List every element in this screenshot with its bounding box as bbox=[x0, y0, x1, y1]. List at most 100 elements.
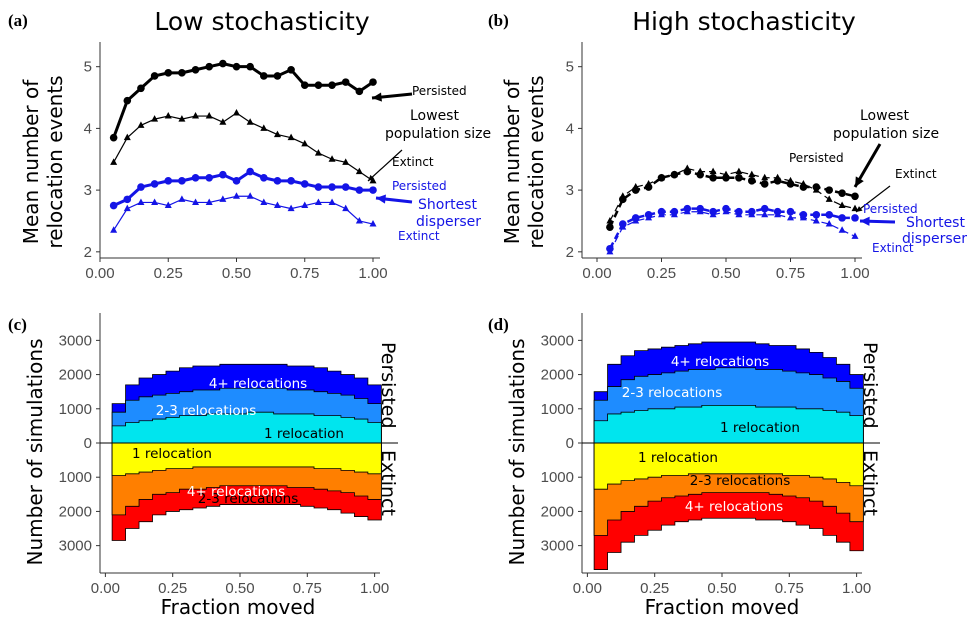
panel-a-annotation: Shortest bbox=[418, 197, 477, 213]
panel-a-point bbox=[110, 158, 118, 165]
panel-d-y-tick-label: 3000 bbox=[541, 538, 574, 555]
panel-a-series-line bbox=[113, 195, 374, 231]
panel-letter-c: (c) bbox=[8, 315, 27, 334]
panel-c-y-tick-label: 1000 bbox=[59, 469, 92, 486]
panel-c-persisted-area bbox=[111, 411, 382, 444]
panel-b-point bbox=[748, 170, 756, 178]
panel-a-point bbox=[301, 139, 309, 147]
panel-a-point bbox=[123, 195, 132, 204]
panel-a-point bbox=[150, 180, 159, 188]
panel-a-x-tick-label: 0.75 bbox=[290, 265, 319, 282]
panel-b-annotation: Shortest bbox=[906, 215, 965, 231]
panel-b-annotation: Extinct bbox=[895, 167, 937, 181]
panel-b-point bbox=[748, 177, 756, 185]
panel-a-annotation: Lowest bbox=[410, 108, 459, 124]
panel-b-point bbox=[748, 210, 756, 218]
panel-d-x-tick-label: 0.25 bbox=[640, 580, 669, 597]
panel-a-point bbox=[287, 177, 295, 185]
panel-d-x-tick-label: 1.00 bbox=[842, 580, 871, 597]
panel-b-point bbox=[838, 189, 846, 197]
panel-a-point bbox=[205, 62, 213, 71]
panel-b-point bbox=[786, 207, 795, 216]
panel-a-point bbox=[314, 198, 322, 205]
panel-b-point bbox=[709, 167, 717, 175]
panel-b-point bbox=[787, 213, 794, 221]
panel-a-series-line bbox=[113, 112, 374, 182]
panel-a-point bbox=[232, 177, 241, 185]
panel-a-point bbox=[232, 62, 241, 71]
panel-b-point bbox=[851, 204, 859, 212]
panel-a-point bbox=[233, 108, 240, 116]
panel-d-persisted-label: Persisted bbox=[859, 342, 881, 429]
panel-a-point bbox=[178, 177, 186, 185]
panel-a-arrow-shortest-head bbox=[376, 194, 386, 204]
panel-a-point bbox=[246, 62, 254, 71]
panel-b-x-tick-label: 0.75 bbox=[776, 265, 805, 282]
panel-a-point bbox=[341, 78, 350, 86]
panel-a-point bbox=[219, 59, 227, 68]
panel-b-point bbox=[735, 173, 743, 182]
panel-b-arrow-extinct-head bbox=[856, 206, 863, 212]
panel-b-y-tick-label: 5 bbox=[566, 59, 574, 76]
panel-b-point bbox=[838, 201, 846, 209]
panel-b-point bbox=[696, 207, 704, 215]
panel-a-point bbox=[355, 87, 364, 96]
panel-b-x-tick-label: 0.50 bbox=[711, 265, 740, 282]
panel-b-point bbox=[825, 186, 833, 194]
panel-a-point bbox=[219, 170, 227, 179]
panel-a-point bbox=[164, 201, 172, 209]
panel-c-x-tick-label: 0.75 bbox=[293, 580, 322, 597]
panel-b-point bbox=[825, 195, 833, 202]
panel-a-point bbox=[137, 198, 145, 205]
panel-a-point bbox=[314, 149, 322, 156]
panel-b-arrow-lowest-head bbox=[855, 176, 864, 187]
panel-a-point bbox=[287, 65, 295, 74]
panel-b-point bbox=[722, 207, 730, 215]
panel-d-y-tick-label: 0 bbox=[566, 435, 574, 452]
panel-a-point bbox=[110, 226, 118, 233]
panel-a-point bbox=[191, 65, 200, 74]
panel-c-y-tick-label: 3000 bbox=[59, 538, 92, 555]
panel-a-point bbox=[219, 118, 227, 125]
panel-a-point bbox=[328, 183, 336, 191]
panel-c-y-tick-label: 3000 bbox=[59, 332, 92, 349]
panel-a-point bbox=[287, 204, 295, 212]
panel-a-point bbox=[151, 115, 159, 122]
panel-letter-a: (a) bbox=[8, 11, 28, 30]
panel-b-point bbox=[658, 210, 665, 218]
panel-a-point bbox=[137, 183, 145, 191]
panel-a-point bbox=[260, 198, 268, 205]
panel-a-point bbox=[355, 167, 363, 175]
panel-c-persisted-label: Persisted bbox=[377, 342, 399, 429]
panel-a-point bbox=[205, 173, 213, 182]
panel-d-xlabel: Fraction moved bbox=[645, 595, 800, 619]
panel-d-extinct-label: Extinct bbox=[859, 450, 881, 516]
panel-d-label-4plus-persisted: 4+ relocations bbox=[671, 354, 769, 370]
panel-c-xlabel: Fraction moved bbox=[161, 595, 316, 619]
panel-a-point bbox=[341, 183, 350, 191]
panel-b-title: High stochasticity bbox=[632, 7, 856, 36]
panel-b-point bbox=[709, 210, 717, 218]
panel-a-point bbox=[287, 133, 295, 141]
panel-d-y-tick-label: 3000 bbox=[541, 332, 574, 349]
panel-d-label-1-persisted: 1 relocation bbox=[720, 420, 800, 436]
panel-a-point bbox=[260, 173, 268, 182]
panel-b-point bbox=[812, 216, 820, 224]
panel-c-x-tick-label: 0.25 bbox=[158, 580, 187, 597]
panel-c-x-tick-label: 0.00 bbox=[91, 580, 120, 597]
panel-c-y-tick-label: 1000 bbox=[59, 401, 92, 418]
panel-b-point bbox=[632, 216, 640, 224]
panel-b-point bbox=[825, 211, 833, 219]
panel-a-point bbox=[300, 180, 309, 188]
panel-a-point bbox=[219, 195, 227, 202]
panel-a-y-tick-label: 2 bbox=[84, 244, 92, 261]
panel-a-point bbox=[260, 124, 268, 131]
panel-b-y-tick-label: 2 bbox=[566, 244, 574, 261]
panel-c-extinct-label: Extinct bbox=[377, 450, 399, 516]
panel-b-point bbox=[761, 210, 769, 218]
panel-a-point bbox=[273, 130, 281, 138]
panel-b-x-tick-label: 0.00 bbox=[582, 265, 611, 282]
panel-a-point bbox=[314, 81, 323, 89]
panel-b-point bbox=[851, 232, 859, 239]
panel-a-point bbox=[150, 72, 159, 80]
